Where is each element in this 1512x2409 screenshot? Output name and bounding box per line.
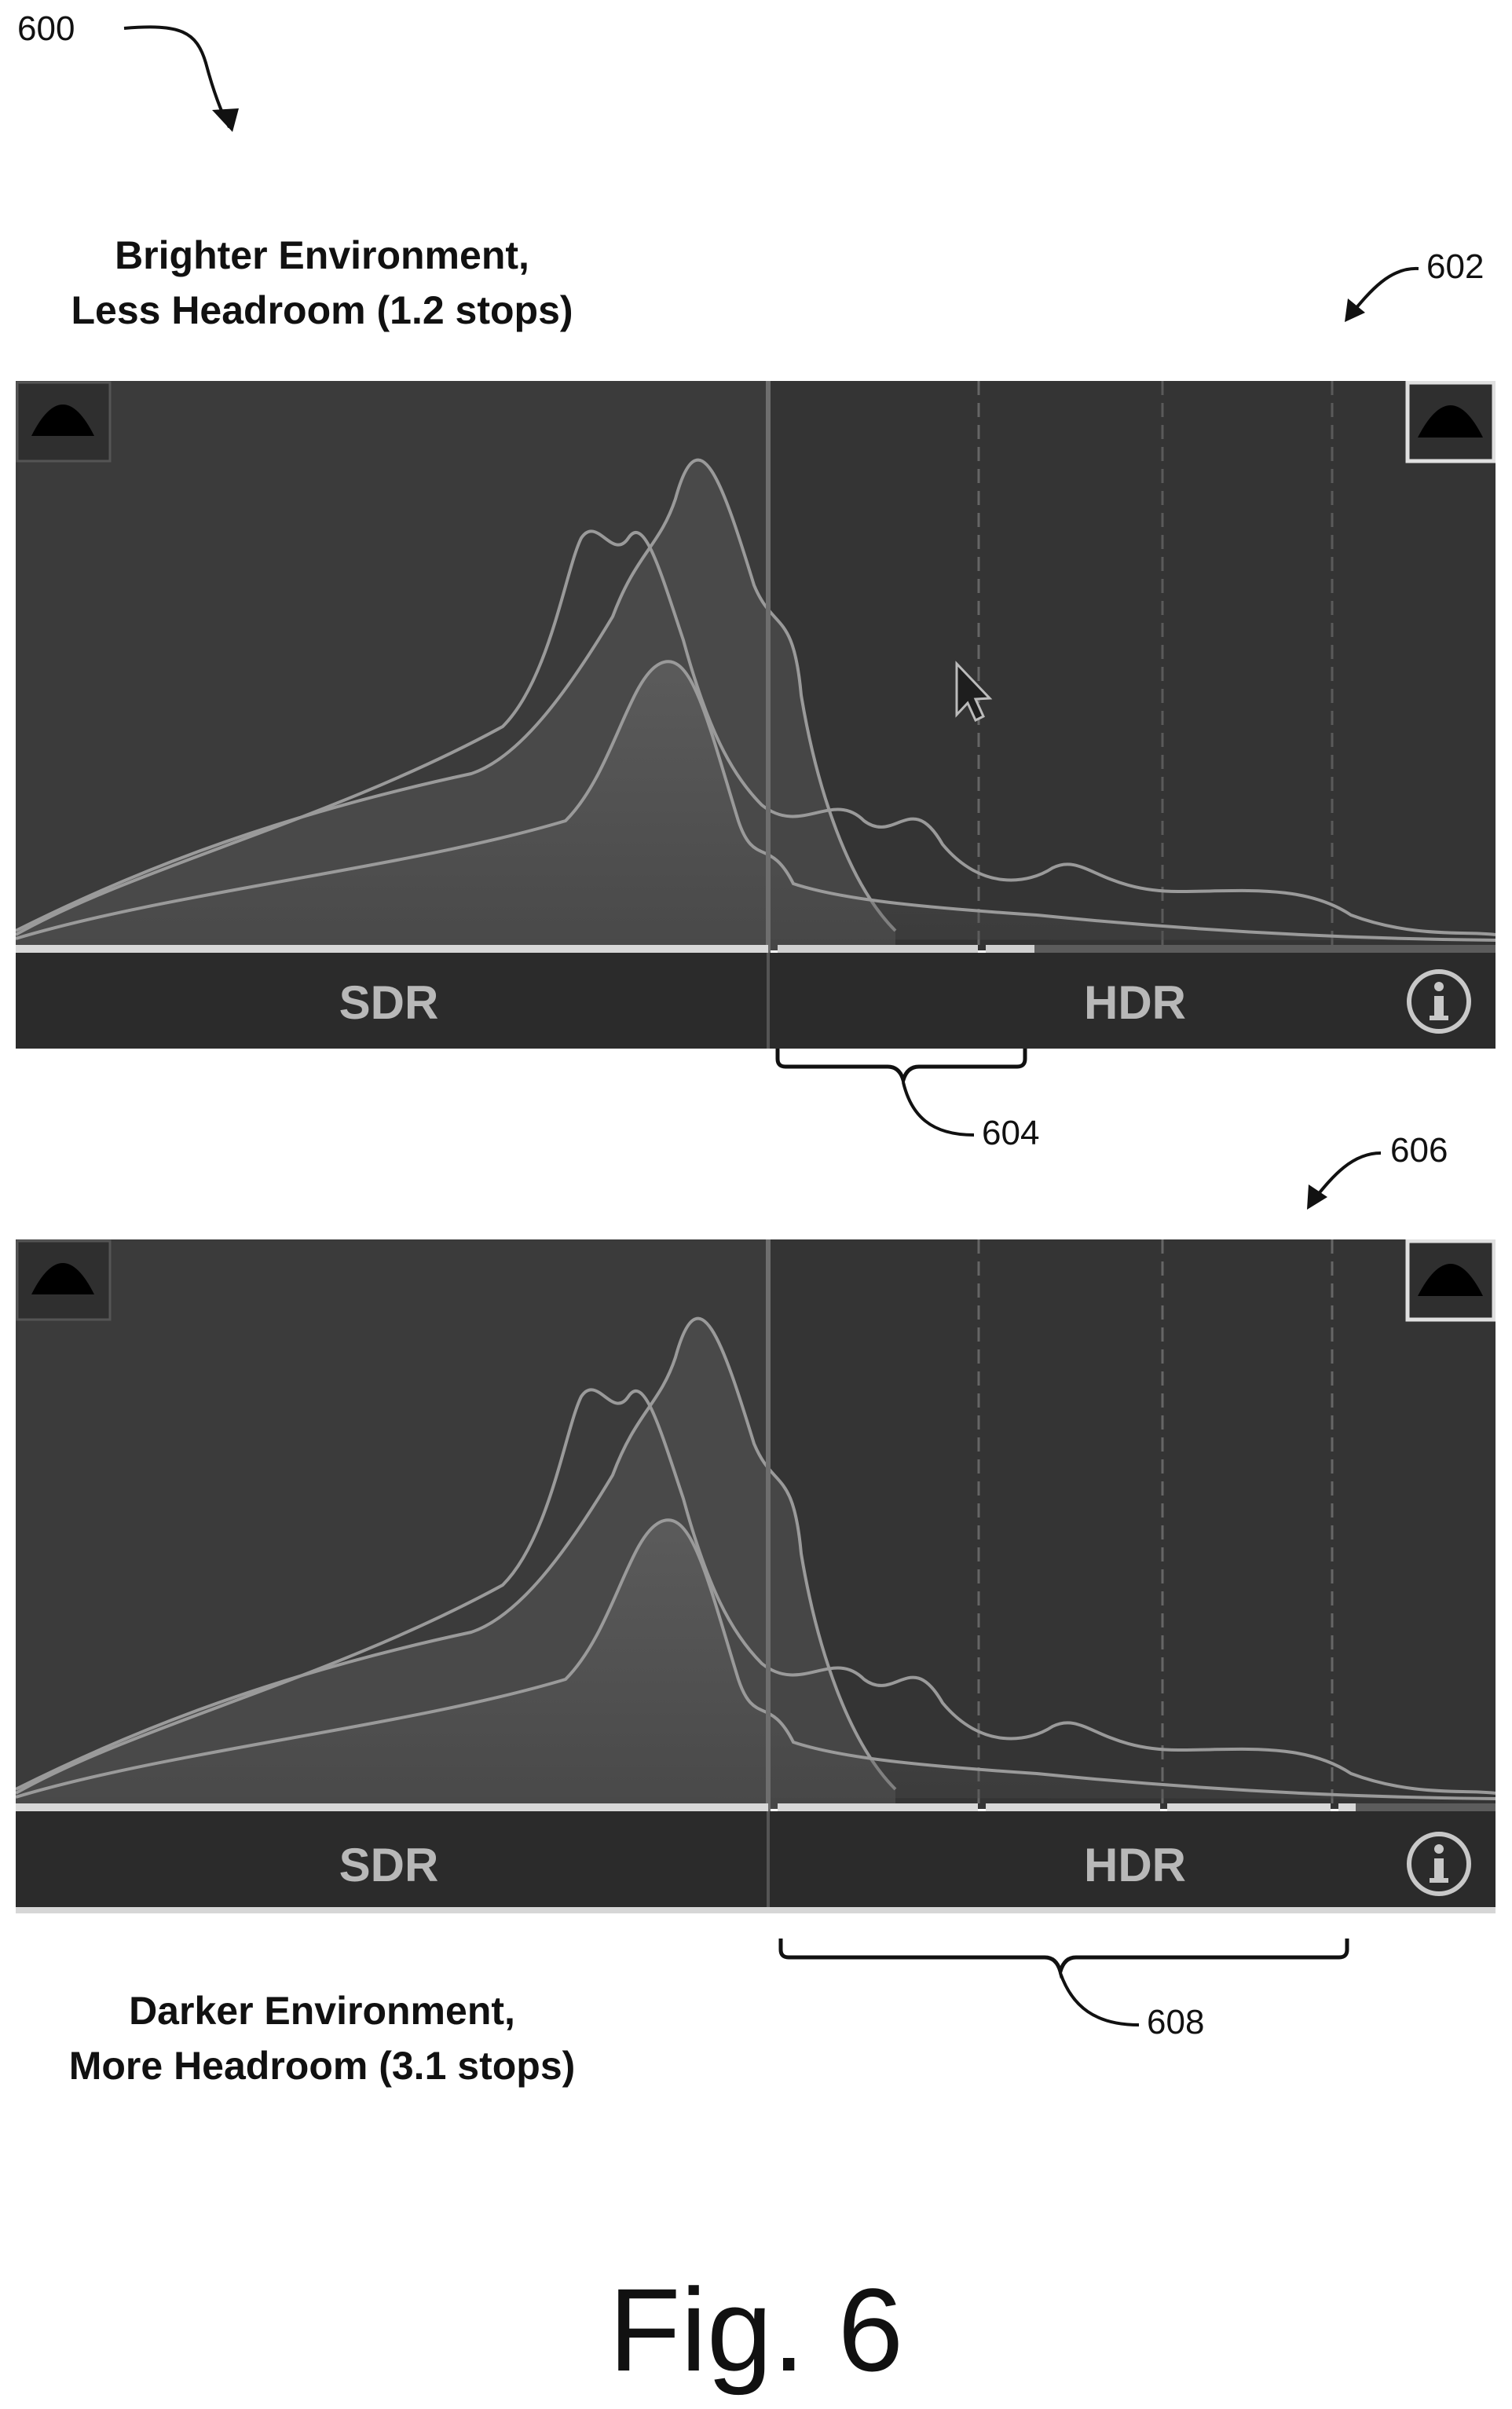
ref-602: 602 (1426, 247, 1485, 286)
label-bar (16, 1811, 1496, 1907)
bottom-histogram-svg: SDR HDR (16, 1239, 1496, 1913)
bottom-histogram-panel: SDR HDR (16, 1239, 1496, 1915)
info-icon[interactable] (1407, 1832, 1471, 1896)
label-bar (16, 953, 1496, 1049)
ref-604: 604 (982, 1114, 1040, 1152)
channel-curve-1 (16, 458, 897, 932)
hdr-region (768, 381, 1496, 950)
channel-curve-3 (16, 660, 1496, 942)
figure-ref-600: 600 (17, 9, 75, 48)
headroom-bar-segment-4 (1338, 1803, 1356, 1811)
top-caption-line2: Less Headroom (1.2 stops) (71, 288, 573, 332)
mouse-pointer-icon (955, 661, 993, 723)
hdr-label: HDR (1084, 1839, 1186, 1891)
top-histogram-panel: SDR HDR (16, 381, 1496, 1049)
bottom-caption: Darker Environment, More Headroom (3.1 s… (16, 1983, 628, 2093)
hdr-region (768, 1239, 1496, 1809)
unused-headroom-bar (1356, 1803, 1496, 1811)
info-icon[interactable] (1407, 969, 1471, 1034)
top-caption-line1: Brighter Environment, (115, 233, 529, 277)
shadow-clip-icon[interactable] (16, 1239, 112, 1321)
headroom-bar-segment-1 (778, 1803, 978, 1811)
bottom-caption-line1: Darker Environment, (129, 1989, 515, 2033)
sdr-bar (16, 945, 768, 953)
headroom-bar-segment-1 (778, 945, 978, 953)
headroom-bar-segment-2 (986, 945, 1034, 953)
channel-curve-1 (16, 1316, 897, 1791)
sdr-bar (16, 1803, 768, 1811)
top-caption: Brighter Environment, Less Headroom (1.2… (16, 228, 628, 338)
top-histogram-svg: SDR HDR (16, 381, 1496, 1049)
bottom-caption-line2: More Headroom (3.1 stops) (68, 2044, 576, 2088)
sdr-label: SDR (339, 976, 439, 1029)
highlight-clip-icon[interactable] (1405, 1239, 1496, 1322)
figure-title: Fig. 6 (608, 2264, 904, 2396)
ref-606: 606 (1390, 1131, 1448, 1170)
sdr-label: SDR (339, 1839, 439, 1891)
channel-curve-3 (16, 1518, 1496, 1800)
headroom-bar-segment-3 (1167, 1803, 1331, 1811)
highlight-clip-icon[interactable] (1405, 381, 1496, 463)
unused-headroom-bar (1034, 945, 1496, 953)
hdr-label: HDR (1084, 976, 1186, 1029)
shadow-clip-icon[interactable] (16, 381, 112, 463)
headroom-bar-segment-2 (986, 1803, 1160, 1811)
ref-608: 608 (1147, 2003, 1205, 2041)
